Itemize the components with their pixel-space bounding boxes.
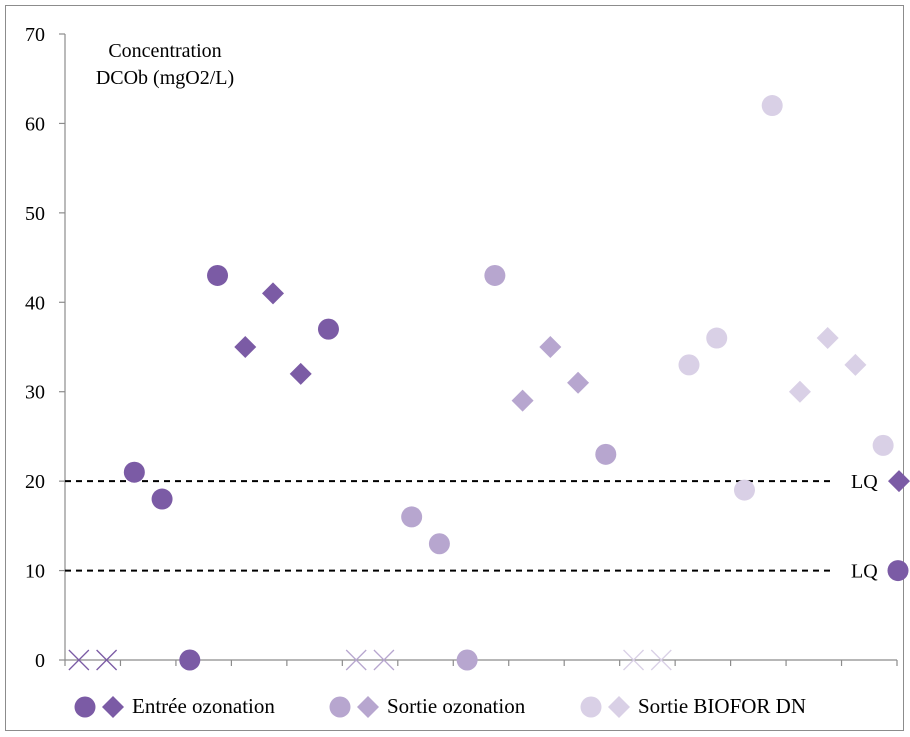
lq-circle-marker <box>887 560 909 582</box>
y-tick-label-70: 70 <box>25 24 45 46</box>
legend-label-1: Sortie ozonation <box>387 694 526 718</box>
y-tick-label-10: 10 <box>25 561 45 583</box>
legend-diamond-2 <box>608 696 630 718</box>
series-1-cross-12 <box>373 649 395 671</box>
y-tick-label-50: 50 <box>25 203 45 225</box>
legend-diamond-0 <box>102 696 124 718</box>
series-2-circle-25 <box>733 479 755 501</box>
series-1-circle-20 <box>595 443 617 465</box>
y-tick-label-60: 60 <box>25 113 45 135</box>
series-0-circle-3 <box>123 461 145 483</box>
series-0-circle-6 <box>207 264 229 286</box>
series-0-cross-2 <box>96 649 118 671</box>
legend-circle-2 <box>580 696 602 718</box>
lq-diamond-marker <box>888 470 910 493</box>
reference-lines: LQ LQ <box>65 470 910 583</box>
series-1-diamond-18 <box>539 336 562 358</box>
series-1-diamond-17 <box>511 389 534 412</box>
series-2-diamond-28 <box>816 327 839 350</box>
series-0-circle-5 <box>179 649 201 671</box>
ylabel-line-2: DCOb (mgO2/L) <box>96 67 234 89</box>
chart-frame <box>5 5 904 731</box>
series-0-cross-1-stroke-b <box>68 649 90 671</box>
series-2-circle-26 <box>761 95 783 117</box>
series-0-diamond-8 <box>262 282 284 305</box>
y-tick-label-40: 40 <box>25 292 45 314</box>
series-2-cross-22-stroke-b <box>650 649 672 671</box>
series-0-diamond-7 <box>234 336 257 358</box>
series-1-diamond-19 <box>567 371 590 394</box>
y-tick-label-0: 0 <box>35 650 45 672</box>
series-1-circle-15 <box>456 649 478 671</box>
series-2-circle-23 <box>678 354 700 376</box>
legend-label-0: Entrée ozonation <box>132 694 275 718</box>
series-2-diamond-29 <box>844 353 867 376</box>
lq-label-20: LQ <box>851 471 878 493</box>
legend-circle-1 <box>329 696 351 718</box>
series-0-cross-2-stroke-b <box>96 649 118 671</box>
y-tick-label-30: 30 <box>25 382 45 404</box>
series-0-cross-1 <box>68 649 90 671</box>
data-marks <box>68 95 894 671</box>
ylabel-line-1: Concentration <box>108 40 221 62</box>
series-1-cross-11-stroke-b <box>345 649 367 671</box>
series-2-diamond-27 <box>788 380 811 403</box>
y-tick-label-20: 20 <box>25 471 45 493</box>
axes: 0 10 20 30 40 50 60 70 <box>25 24 898 672</box>
series-2-circle-24 <box>706 327 728 349</box>
series-0-diamond-9 <box>289 362 312 385</box>
legend-diamond-1 <box>357 696 379 718</box>
series-1-circle-13 <box>401 506 423 528</box>
series-2-cross-22 <box>650 649 672 671</box>
series-2-cross-21-stroke-b <box>623 649 644 671</box>
series-1-cross-12-stroke-b <box>373 649 395 671</box>
series-1-cross-11 <box>345 649 367 671</box>
legend-circle-0 <box>74 696 96 718</box>
series-0-circle-4 <box>151 488 173 510</box>
series-1-circle-14 <box>428 533 450 555</box>
series-2-circle-30 <box>872 434 894 456</box>
lq-label-10: LQ <box>851 561 878 583</box>
series-1-circle-16 <box>484 264 506 286</box>
series-2-cross-21 <box>623 649 644 671</box>
legend-label-2: Sortie BIOFOR DN <box>638 694 806 718</box>
legend: Entrée ozonation Sortie ozonation Sortie B… <box>74 694 806 718</box>
series-0-circle-10 <box>317 318 339 340</box>
